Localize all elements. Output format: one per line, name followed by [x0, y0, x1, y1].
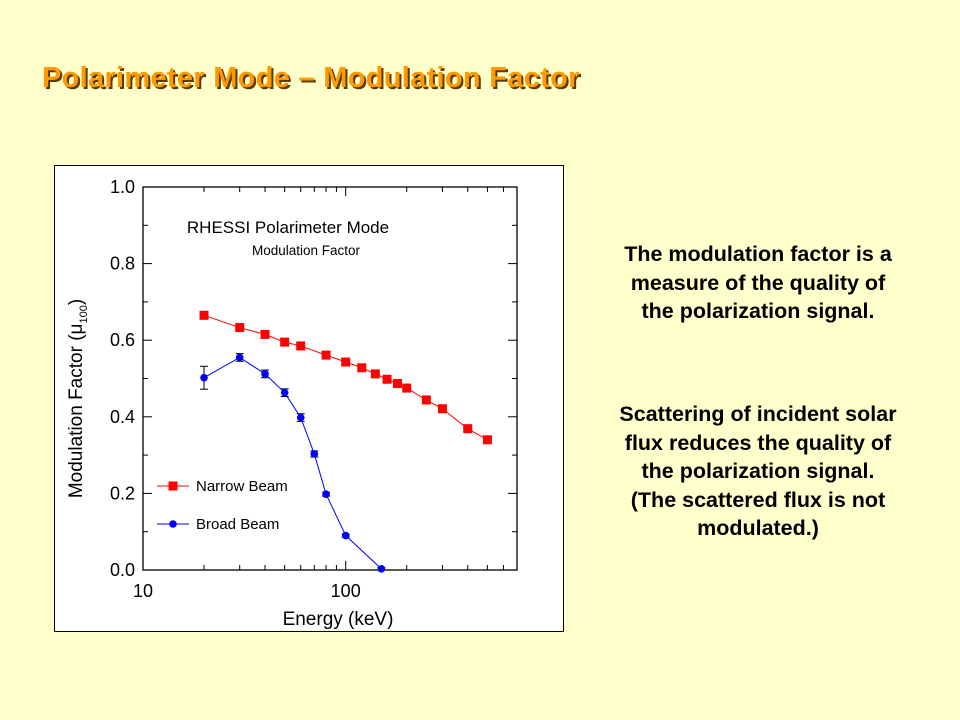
text-line: (The scattered flux is not	[630, 487, 886, 512]
y-tick-label: 0.8	[110, 254, 135, 274]
data-point	[322, 490, 330, 498]
axes: 10 100 0.0 0.2 0.4 0.6 0.8 1.0 Energy (keV) Modul…	[66, 177, 518, 630]
data-point	[402, 383, 412, 393]
legend-label: Narrow Beam	[196, 478, 288, 495]
text-line: measure of the quality of	[630, 270, 886, 295]
explanation-paragraph-2: Scattering of incident solar flux reduce…	[572, 400, 944, 543]
data-point	[200, 373, 208, 382]
y-tick-label: 1.0	[110, 177, 135, 197]
text-line: the polarization signal.	[641, 459, 875, 483]
data-point	[357, 363, 367, 373]
chart-title: RHESSI Polarimeter Mode	[187, 218, 389, 237]
data-point	[341, 357, 351, 367]
data-point	[296, 341, 306, 351]
data-point	[260, 329, 270, 339]
data-point	[280, 337, 290, 347]
data-point	[199, 310, 209, 320]
data-point	[392, 378, 402, 388]
chart-subtitle: Modulation Factor	[252, 243, 361, 258]
data-point	[377, 565, 386, 573]
data-point	[310, 450, 319, 458]
y-axis-label-subscript: 100	[78, 305, 90, 323]
chart-title-background	[212, 213, 454, 263]
series-broad-beam	[200, 353, 386, 573]
y-axis-label: Modulation Factor (μ100)	[66, 299, 90, 498]
data-point	[421, 395, 431, 405]
y-axis-label-symbol: μ	[66, 324, 87, 335]
series-narrow-beam	[199, 310, 492, 445]
data-point	[463, 424, 473, 434]
chart-title-box: RHESSI Polarimeter Mode Modulation Facto…	[187, 213, 454, 263]
data-point	[235, 323, 245, 333]
text-line: Scattering of incident solar	[619, 402, 897, 426]
y-axis-label-close: )	[66, 299, 87, 305]
series-line	[203, 314, 488, 441]
data-point	[280, 388, 289, 397]
slide-title: Polarimeter Mode – Modulation Factor	[42, 62, 580, 94]
text-line: flux reduces the quality of	[624, 430, 892, 455]
x-axis-label: Energy (keV)	[283, 609, 394, 630]
modulation-factor-chart: RHESSI Polarimeter Mode Modulation Facto…	[55, 166, 562, 630]
text-line: modulated.)	[697, 516, 819, 540]
explanation-paragraph-1: The modulation factor is a measure of th…	[572, 240, 944, 326]
text-line: the polarization signal.	[641, 299, 875, 323]
data-point	[321, 350, 331, 360]
data-point	[296, 413, 305, 422]
data-point	[482, 435, 492, 445]
legend-label: Broad Beam	[196, 516, 279, 533]
data-point	[341, 531, 350, 540]
chart-frame: RHESSI Polarimeter Mode Modulation Facto…	[54, 165, 564, 632]
data-point	[437, 404, 447, 414]
text-line: The modulation factor is a	[624, 242, 892, 266]
data-point	[382, 374, 392, 384]
legend-marker	[169, 520, 177, 528]
data-point	[370, 369, 380, 379]
y-tick-label: 0.4	[110, 407, 135, 427]
legend: Narrow Beam Broad Beam	[153, 473, 298, 535]
y-tick-label: 0.0	[110, 560, 135, 580]
y-tick-label: 0.6	[110, 330, 135, 350]
data-point	[235, 353, 244, 362]
y-tick-label: 0.2	[110, 483, 135, 503]
x-tick-label: 100	[331, 581, 361, 601]
data-point	[261, 370, 269, 378]
series	[199, 310, 492, 573]
x-tick-label: 10	[133, 581, 153, 601]
y-axis-label-text: Modulation Factor (	[66, 334, 87, 498]
legend-marker	[168, 481, 178, 491]
